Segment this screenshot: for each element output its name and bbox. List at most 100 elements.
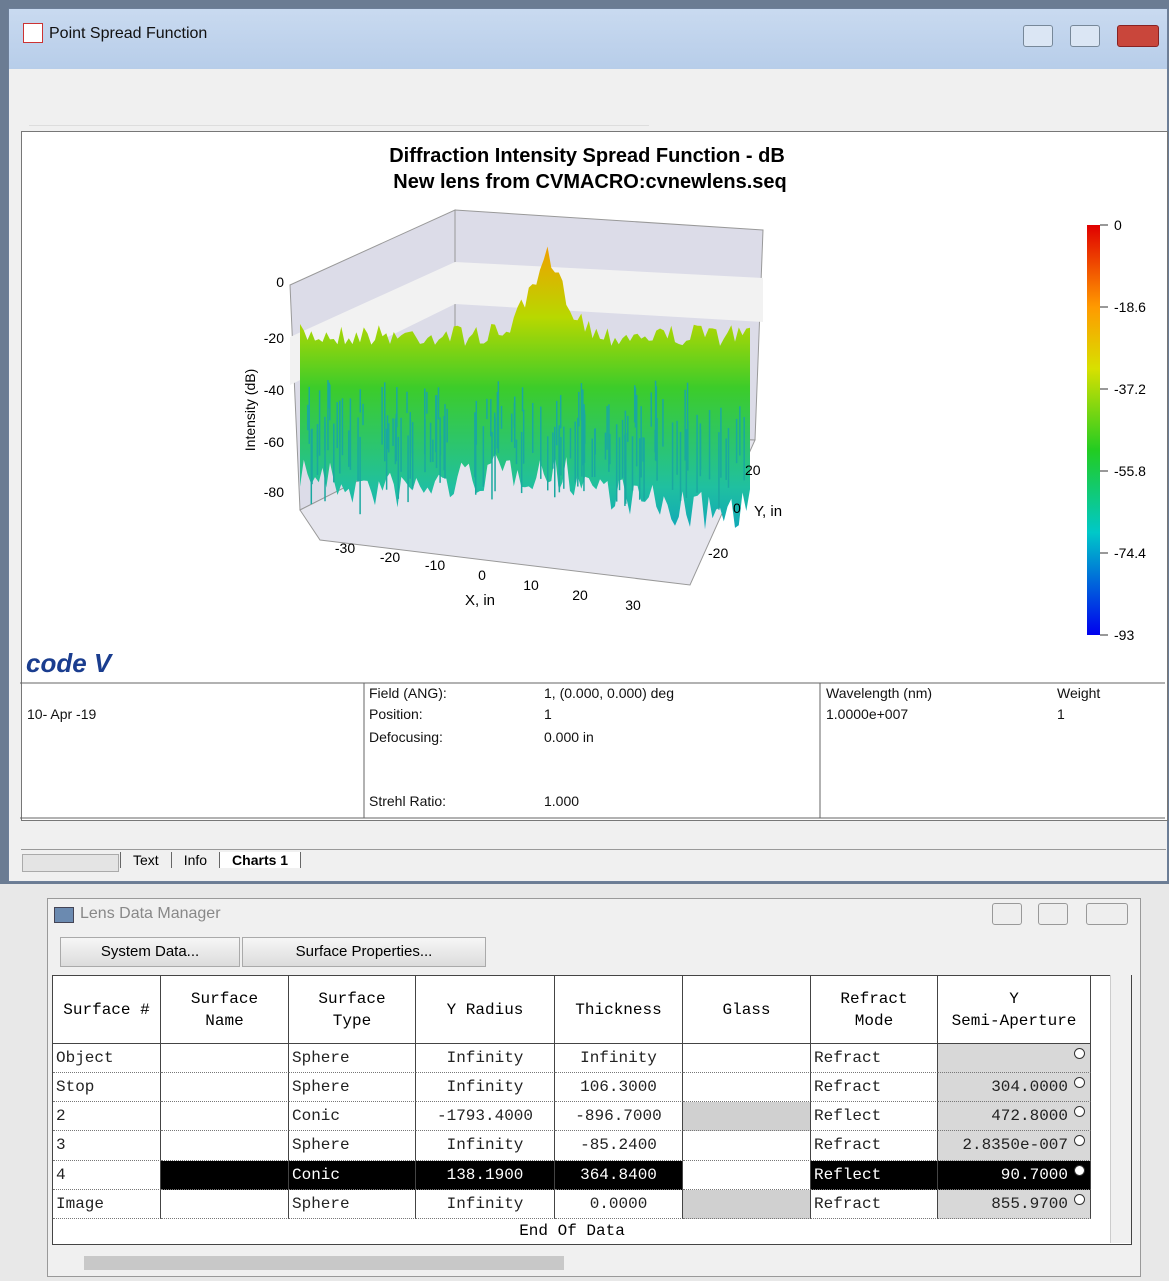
table-cell[interactable]: 472.8000: [938, 1102, 1091, 1131]
z-tick-label: 0: [276, 274, 284, 290]
table-cell[interactable]: [683, 1131, 811, 1161]
table-cell[interactable]: 364.8400: [555, 1161, 683, 1190]
table-cell[interactable]: Infinity: [416, 1131, 555, 1161]
table-cell[interactable]: [161, 1073, 289, 1102]
restore-button[interactable]: [1070, 25, 1100, 47]
status-icon: [1074, 1106, 1085, 1117]
header-line: Y: [1009, 989, 1019, 1008]
table-cell[interactable]: Sphere: [289, 1131, 416, 1161]
table-cell[interactable]: [683, 1161, 811, 1190]
x-tick-label: 10: [523, 577, 539, 593]
status-icon: [1074, 1077, 1085, 1088]
table-cell[interactable]: 90.7000: [938, 1161, 1091, 1190]
table-cell[interactable]: Infinity: [555, 1044, 683, 1073]
header-line: Thickness: [575, 1000, 662, 1019]
tabs: Text Info Charts 1: [120, 852, 302, 868]
table-cell[interactable]: 138.1900: [416, 1161, 555, 1190]
close-button[interactable]: [1117, 25, 1159, 47]
table-cell[interactable]: 2.8350e-007: [938, 1131, 1091, 1161]
table-cell[interactable]: [161, 1161, 289, 1190]
table-cell[interactable]: 106.3000: [555, 1073, 683, 1102]
table-cell[interactable]: 0.0000: [555, 1190, 683, 1219]
minimize-button[interactable]: [1023, 25, 1053, 47]
table-cell[interactable]: [683, 1073, 811, 1102]
table-cell[interactable]: 2: [53, 1102, 161, 1131]
defocus-label: Defocusing:: [369, 729, 443, 745]
surface: [300, 246, 750, 530]
table-cell[interactable]: Refract: [811, 1131, 938, 1161]
chart-title: Diffraction Intensity Spread Function - …: [389, 145, 785, 167]
table-cell[interactable]: Sphere: [289, 1073, 416, 1102]
end-of-data: End Of Data: [519, 1222, 625, 1240]
table-cell[interactable]: Reflect: [811, 1161, 938, 1190]
y-tick-label: -20: [708, 545, 728, 561]
column-header: Surface Type: [289, 976, 416, 1044]
tab[interactable]: Info: [170, 852, 219, 868]
table-cell[interactable]: -85.2400: [555, 1131, 683, 1161]
v-scrollbar[interactable]: [1110, 975, 1131, 1243]
table-cell[interactable]: [938, 1044, 1091, 1073]
ldm-restore[interactable]: [1038, 903, 1068, 925]
column-header: Refract Mode: [811, 976, 938, 1044]
toolbar-button[interactable]: System Data...: [60, 937, 240, 967]
table-cell[interactable]: Conic: [289, 1161, 416, 1190]
header-line: Glass: [722, 1000, 771, 1019]
h-scrollbar[interactable]: [54, 1253, 1130, 1273]
table-cell[interactable]: 304.0000: [938, 1073, 1091, 1102]
table-cell[interactable]: Refract: [811, 1073, 938, 1102]
table-cell[interactable]: Stop: [53, 1073, 161, 1102]
header-line: Name: [205, 1011, 244, 1030]
tab[interactable]: Text: [120, 852, 171, 868]
table-cell[interactable]: Infinity: [416, 1190, 555, 1219]
ldm-minimize[interactable]: [992, 903, 1022, 925]
toolbar-2: [29, 95, 649, 126]
table-cell[interactable]: -1793.4000: [416, 1102, 555, 1131]
header-line: Semi-Aperture: [951, 1011, 1077, 1030]
header-line: Surface #: [63, 1000, 150, 1019]
tab-nav[interactable]: [22, 854, 119, 872]
table-cell[interactable]: Sphere: [289, 1044, 416, 1073]
table-cell[interactable]: Refract: [811, 1190, 938, 1219]
window-icon: [23, 23, 43, 43]
toolbar-button[interactable]: Surface Properties...: [242, 937, 486, 967]
status-icon: [1074, 1135, 1085, 1146]
table-cell[interactable]: [161, 1131, 289, 1161]
table-cell[interactable]: Reflect: [811, 1102, 938, 1131]
table-cell[interactable]: 855.9700: [938, 1190, 1091, 1219]
table-cell[interactable]: [683, 1102, 811, 1131]
table-cell[interactable]: [161, 1190, 289, 1219]
table-cell[interactable]: Conic: [289, 1102, 416, 1131]
table-cell[interactable]: Refract: [811, 1044, 938, 1073]
table-cell[interactable]: Image: [53, 1190, 161, 1219]
status-icon: [1074, 1048, 1085, 1059]
table-cell[interactable]: Infinity: [416, 1044, 555, 1073]
wavelength-label: Wavelength (nm): [826, 685, 933, 701]
psf-window: Point Spread Function: [8, 8, 1168, 882]
column-header: Surface Name: [161, 976, 289, 1044]
table-cell[interactable]: -896.7000: [555, 1102, 683, 1131]
position-label: Position:: [369, 706, 423, 722]
tab[interactable]: Charts 1: [219, 852, 302, 868]
header-line: Refract: [840, 989, 908, 1008]
table-cell[interactable]: Infinity: [416, 1073, 555, 1102]
table-cell[interactable]: Object: [53, 1044, 161, 1073]
table-cell[interactable]: [683, 1190, 811, 1219]
table-cell[interactable]: [683, 1044, 811, 1073]
colorbar-tick-label: -93: [1114, 627, 1134, 643]
table-cell[interactable]: 3: [53, 1131, 161, 1161]
z-tick-label: -60: [264, 434, 284, 450]
table-cell[interactable]: [161, 1044, 289, 1073]
header-line: Type: [332, 1011, 372, 1030]
table-cell[interactable]: [161, 1102, 289, 1131]
header-line: Surface: [318, 989, 386, 1008]
lens-table: Surface # Surface Name Surface Type Y Radius T…: [52, 975, 1132, 1245]
table-cell[interactable]: 4: [53, 1161, 161, 1190]
table-cell[interactable]: Sphere: [289, 1190, 416, 1219]
column-header: Y Semi-Aperture: [938, 976, 1091, 1044]
x-axis-label: X, in: [465, 592, 495, 609]
header-line: Surface: [190, 989, 259, 1008]
ldm-icon: [54, 907, 74, 923]
ldm-title: Lens Data Manager: [80, 905, 221, 922]
z-axis-label: Intensity (dB): [242, 369, 258, 451]
ldm-close[interactable]: [1086, 903, 1128, 925]
